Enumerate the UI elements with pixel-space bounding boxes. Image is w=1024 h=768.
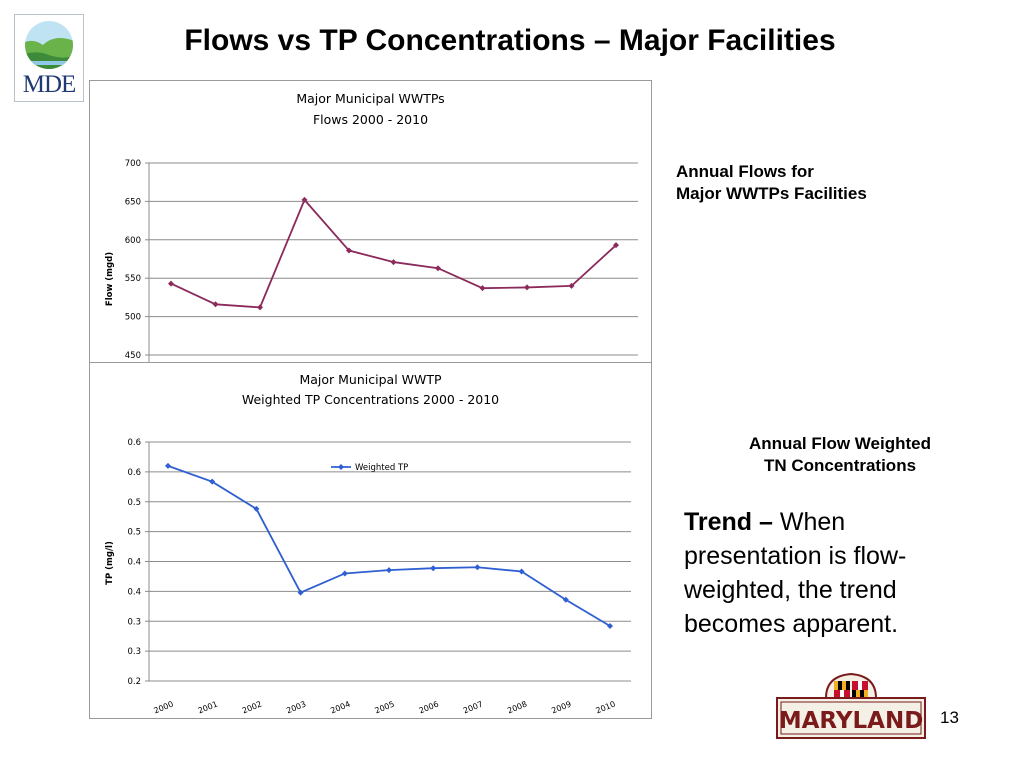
flows-caption: Annual Flows for Major WWTPs Facilities	[676, 161, 996, 205]
y-tick-label: 700	[125, 159, 141, 169]
data-point	[346, 247, 352, 254]
x-tick-label: 2005	[374, 700, 396, 716]
data-point	[518, 568, 525, 575]
x-tick-label: 2007	[462, 700, 484, 716]
x-tick-label: 2009	[550, 700, 572, 716]
maryland-logo: MARYLAND	[776, 672, 926, 742]
mde-landscape-icon	[25, 21, 73, 69]
data-point	[562, 596, 569, 603]
y-tick-label: 650	[125, 197, 141, 207]
data-point	[253, 505, 260, 512]
maryland-flag-shield-icon: MARYLAND	[776, 672, 926, 739]
data-point	[390, 259, 397, 266]
data-point	[168, 280, 174, 287]
data-point	[165, 462, 171, 469]
y-tick-label: 0.5	[127, 498, 141, 508]
data-point	[474, 564, 481, 571]
y-tick-label: 600	[125, 236, 141, 246]
legend-marker	[338, 464, 344, 470]
caption-line: Major WWTPs Facilities	[676, 184, 867, 203]
caption-line: Annual Flow Weighted	[749, 434, 931, 453]
chart-title: Major Municipal WWTP	[299, 372, 442, 387]
y-tick-label: 0.3	[127, 617, 141, 627]
x-tick-label: 2002	[241, 700, 263, 716]
tp-plot: 0.6 0.6 0.5 0.5 0.4 0.4 0.3 0.3 0.2 TP (mg/l) 2000…	[105, 438, 631, 716]
data-point	[479, 285, 486, 292]
caption-line: TN Concentrations	[763, 456, 917, 475]
data-point	[435, 265, 441, 272]
y-tick-label: 0.5	[127, 528, 141, 538]
data-point	[568, 282, 575, 289]
page-number: 13	[940, 708, 959, 727]
mde-logo-text: MDE	[22, 71, 77, 98]
data-point	[209, 478, 216, 485]
data-point	[297, 589, 304, 596]
data-point	[430, 565, 437, 572]
y-tick-label: 0.2	[127, 677, 141, 687]
x-tick-label: 2006	[418, 700, 440, 716]
y-tick-label: 0.4	[127, 587, 141, 597]
x-tick-label: 2003	[285, 700, 307, 716]
y-tick-label: 550	[125, 274, 141, 284]
data-point	[257, 304, 263, 311]
chart-subtitle: Flows 2000 - 2010	[312, 112, 429, 127]
trend-text: When presentation is flow-weighted, the …	[684, 508, 907, 638]
data-point	[386, 567, 392, 574]
chart-title: Major Municipal WWTPs	[296, 91, 445, 106]
y-tick-label: 0.4	[127, 558, 141, 568]
y-tick-label: 0.6	[127, 438, 141, 448]
data-point	[524, 284, 530, 291]
tn-caption: Annual Flow Weighted TN Concentrations	[680, 433, 1000, 477]
mde-logo: MDE	[14, 14, 84, 102]
trend-note: Trend – When presentation is flow-weight…	[684, 505, 984, 641]
series-line	[167, 465, 611, 627]
slide-title: Flows vs TP Concentrations – Major Facil…	[184, 24, 836, 57]
y-tick-label: 0.3	[127, 647, 141, 657]
flows-chart: Major Municipal WWTPs Flows 2000 - 2010 …	[89, 80, 652, 367]
maryland-logo-text: MARYLAND	[779, 708, 924, 734]
data-point	[613, 242, 619, 249]
data-point	[607, 623, 613, 630]
x-tick-label: 2000	[153, 700, 175, 716]
x-tick-label: 2001	[197, 700, 219, 716]
data-point	[301, 196, 308, 203]
chart-subtitle: Weighted TP Concentrations 2000 - 2010	[241, 392, 500, 407]
tp-chart: Major Municipal WWTP Weighted TP Concent…	[89, 362, 652, 719]
flows-plot: 700 650 600 550 500 450 Flow (mgd)	[105, 159, 638, 366]
x-tick-label: 2004	[329, 700, 351, 716]
data-point	[212, 301, 219, 308]
data-point	[341, 570, 348, 577]
x-tick-label: 2008	[506, 700, 528, 716]
y-tick-label: 0.6	[127, 468, 141, 478]
legend-label: Weighted TP	[355, 463, 408, 473]
series-line	[170, 198, 617, 309]
caption-line: Annual Flows for	[676, 162, 814, 181]
y-tick-label: 500	[125, 313, 141, 323]
trend-label: Trend –	[684, 508, 773, 536]
y-axis-label: Flow (mgd)	[105, 252, 115, 306]
y-tick-label: 450	[125, 351, 141, 361]
y-axis-label: TP (mg/l)	[105, 541, 115, 585]
x-tick-label: 2010	[595, 700, 617, 716]
